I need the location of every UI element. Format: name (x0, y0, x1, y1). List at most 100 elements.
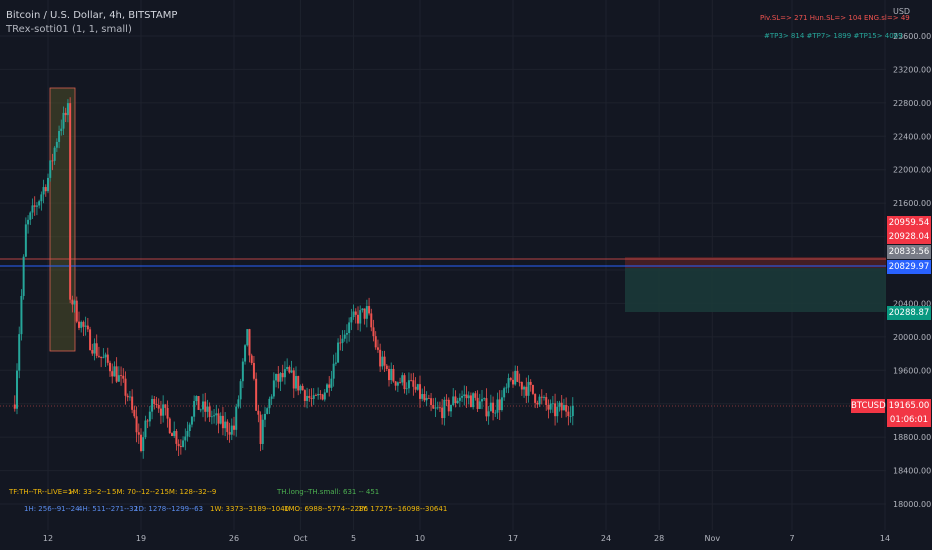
candle-body (472, 393, 475, 408)
candle-body (319, 393, 322, 395)
candle-body (51, 160, 54, 162)
y-tick-label: 19600.00 (893, 366, 931, 375)
candle-body (425, 397, 428, 401)
candle-body (53, 147, 56, 161)
candle-body (438, 407, 441, 409)
candle-body (221, 415, 224, 429)
candle-body (135, 416, 138, 433)
y-tick-label: 18800.00 (893, 433, 931, 442)
x-tick-label: 24 (601, 534, 611, 543)
candle-body (27, 219, 30, 225)
candle-body (277, 373, 280, 382)
candle-body (419, 384, 421, 399)
candle-body (465, 394, 468, 399)
candle-body (547, 404, 550, 410)
candle-body (527, 381, 530, 396)
candle-body (543, 397, 545, 398)
candle-body (60, 128, 63, 132)
candle-body (95, 343, 98, 356)
x-tick-label: 26 (229, 534, 239, 543)
candle-body (330, 378, 333, 388)
candle-body (35, 205, 38, 207)
candle-body (281, 373, 284, 378)
candle-body (321, 394, 324, 400)
candle-body (405, 388, 408, 390)
candle-body (33, 205, 36, 207)
candle-body (115, 366, 118, 382)
x-tick-label: Oct (294, 534, 308, 543)
candle-body (252, 362, 255, 379)
stat-1m: 1M: 33--2--1 (68, 488, 111, 496)
candle-body (66, 103, 69, 116)
candle-body (173, 431, 176, 436)
candle-body (31, 205, 34, 213)
price-label-20959: 20959.54 (887, 216, 931, 230)
candle-body (219, 415, 222, 424)
candle-body (295, 376, 297, 389)
candle-body (365, 306, 368, 319)
candle-body (142, 437, 145, 452)
candle-body (401, 375, 404, 383)
candle-body (512, 379, 514, 385)
candle-body (423, 394, 426, 401)
candle-body (523, 386, 526, 390)
candle-body (388, 368, 390, 381)
candle-body (407, 380, 410, 389)
stat-15m: 15M: 128--32--9 (160, 488, 217, 496)
y-tick-label: 22000.00 (893, 166, 931, 175)
candle-body (399, 382, 402, 384)
candle-body (159, 408, 162, 416)
symbol-badge: BTCUSD (851, 399, 886, 413)
candle-body (494, 412, 497, 414)
candle-body (133, 409, 136, 417)
x-tick-label: 10 (415, 534, 425, 543)
y-tick-label: 18000.00 (893, 500, 931, 509)
candle-body (516, 370, 519, 382)
x-tick-label: 19 (136, 534, 146, 543)
y-axis-currency: USD (893, 7, 910, 16)
candle-body (166, 407, 169, 419)
candle-body (498, 399, 501, 411)
stat-1mo: 1MO: 6988--5774--2286 (284, 505, 369, 513)
candle-body (213, 415, 216, 417)
candle-body (146, 420, 149, 422)
candle-body (259, 414, 262, 444)
candle-body (560, 402, 563, 411)
candle-body (379, 349, 382, 367)
candle-body (467, 395, 470, 399)
candle-body (279, 373, 282, 382)
candle-body (509, 378, 512, 380)
candle-body (62, 112, 65, 129)
candle-body (492, 402, 495, 413)
candle-body (244, 345, 247, 362)
candle-body (226, 421, 229, 433)
candle-body (290, 370, 293, 373)
stat-1y: 1Y: 17275--16098--30641 (358, 505, 448, 513)
candle-body (383, 356, 386, 366)
candle-body (16, 370, 18, 409)
candle-body (363, 308, 366, 319)
candle-body (246, 329, 249, 346)
candle-body (567, 411, 570, 417)
candle-body (549, 403, 552, 410)
candle-body (235, 406, 238, 430)
candle-body (476, 397, 479, 409)
candle-body (554, 403, 557, 417)
candle-body (148, 411, 151, 422)
candle-body (551, 403, 554, 405)
candle-body (89, 329, 92, 351)
candle-body (157, 405, 160, 409)
candle-body (199, 409, 202, 411)
candle-body (100, 356, 103, 358)
candle-body (562, 405, 565, 411)
candle-body (443, 399, 446, 419)
candle-body (124, 378, 127, 396)
candle-body (514, 370, 517, 385)
candle-body (332, 363, 335, 379)
candle-body (485, 398, 488, 417)
indicator-label[interactable]: TRex-sotti01 (1, 1, small) (6, 24, 132, 35)
candle-body (275, 373, 278, 381)
stat-1d: 1D: 1278--1299--63 (134, 505, 204, 513)
y-tick-label: 23200.00 (893, 65, 931, 74)
